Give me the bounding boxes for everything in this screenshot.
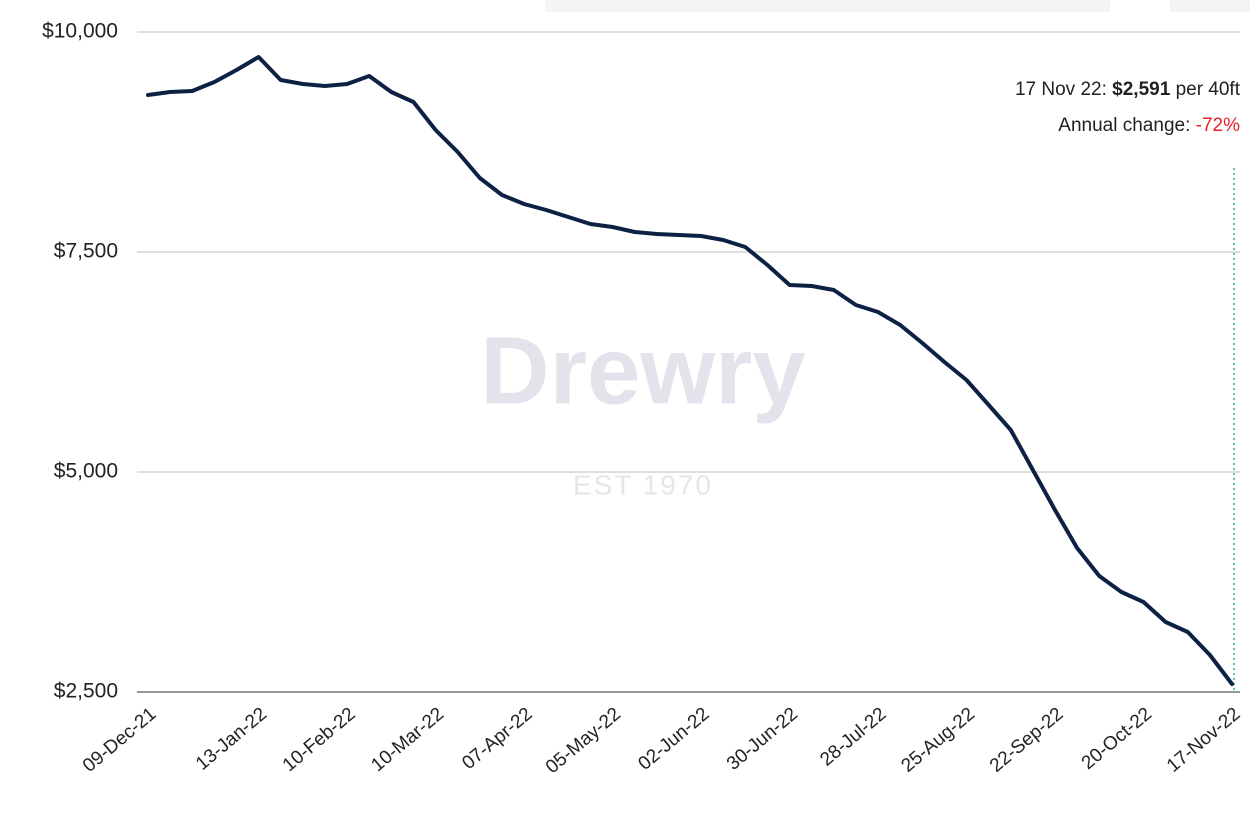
x-tick-label: 10-Feb-22 (279, 704, 360, 776)
x-tick-label: 10-Mar-22 (367, 704, 448, 776)
y-tick-label: $7,500 (54, 240, 118, 263)
x-tick-label: 05-May-22 (542, 704, 625, 778)
annotation-value: $2,591 (1112, 79, 1171, 100)
y-tick-label: $5,000 (54, 460, 118, 483)
x-tick-label: 17-Nov-22 (1163, 704, 1244, 777)
annotation-date: 17 Nov 22: (1015, 79, 1107, 100)
watermark: Drewry (480, 317, 806, 424)
x-tick-label: 25-Aug-22 (897, 704, 978, 777)
x-tick-label: 22-Sep-22 (986, 704, 1067, 777)
x-tick-label: 13-Jan-22 (192, 704, 271, 775)
x-tick-label: 28-Jul-22 (816, 704, 890, 771)
series-line (146, 55, 1234, 686)
watermark-subtitle: EST 1970 (573, 469, 713, 500)
x-tick-label: 20-Oct-22 (1078, 704, 1156, 774)
annotation-unit: per 40ft (1176, 79, 1241, 100)
annotation-change-label: Annual change: (1058, 115, 1190, 136)
x-tick-label: 09-Dec-21 (79, 704, 160, 777)
annotation-change-value: -72% (1196, 115, 1240, 136)
x-tick-label: 02-Jun-22 (634, 704, 713, 775)
annotation-price: 17 Nov 22: $2,591 per 40ft (1015, 79, 1241, 100)
header-fade (545, 0, 1110, 12)
y-tick-label: $10,000 (42, 20, 118, 43)
header-fade (1170, 0, 1250, 12)
x-tick-label: 30-Jun-22 (723, 704, 802, 775)
y-tick-label: $2,500 (54, 680, 118, 703)
annotation-change: Annual change: -72% (1058, 115, 1240, 136)
x-tick-label: 07-Apr-22 (458, 704, 536, 774)
